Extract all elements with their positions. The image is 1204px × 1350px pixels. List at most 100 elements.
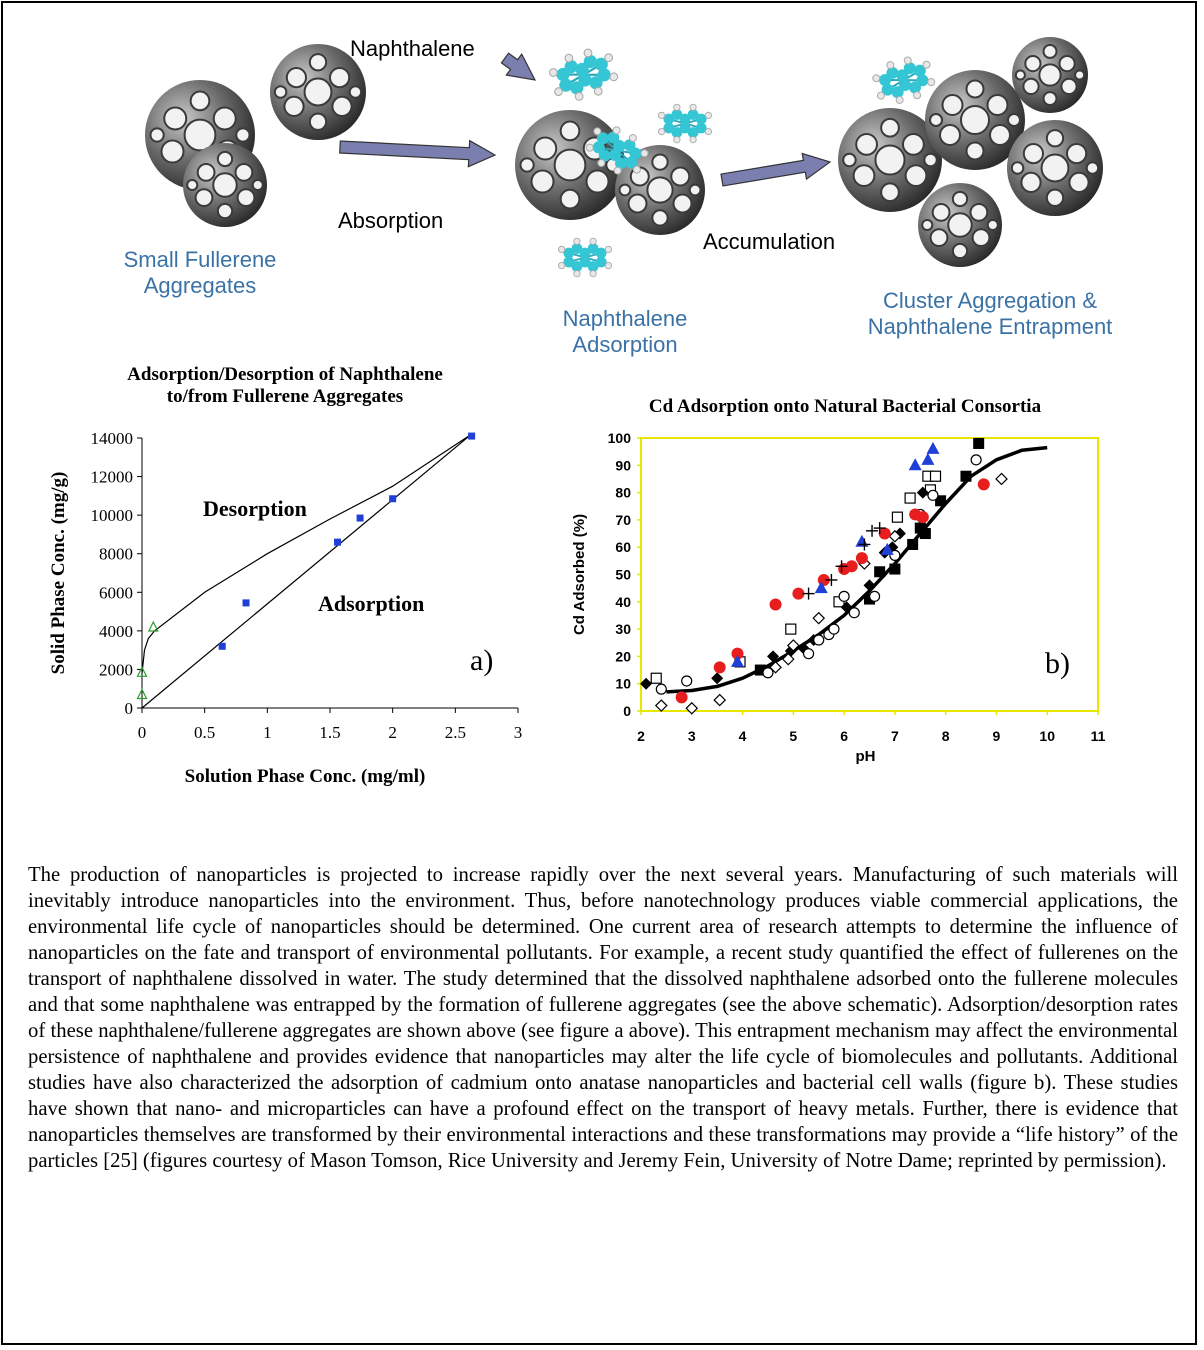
chart-b-x-tick-label: 3 (688, 728, 696, 744)
chart-b-y-tick-label: 50 (615, 567, 631, 583)
chart-b-point (880, 542, 894, 555)
stage2-line1: Naphthalene (562, 306, 688, 331)
chart-a-point (242, 599, 250, 607)
chart-a-point (356, 514, 364, 522)
chart-b-point (711, 672, 724, 685)
chart-a-y-tick-label: 2000 (99, 660, 133, 679)
chart-b-y-tick-label: 80 (615, 485, 631, 501)
chart-b-point (845, 560, 858, 573)
chart-a-point (468, 432, 476, 440)
chart-a-curve-adsorption (141, 433, 472, 709)
chart-a-point (218, 642, 226, 650)
chart-b-point (855, 534, 869, 547)
chart-b-point (792, 587, 805, 600)
chart-b-svg: Cd Adsorption onto Natural Bacterial Con… (571, 396, 1106, 765)
chart-a: Adsorption/Desorption of Naphthalene to/f… (20, 358, 550, 798)
fullerene-ball (183, 143, 267, 227)
chart-b-point (855, 552, 868, 565)
chart-b-point (864, 593, 875, 605)
chart-b-y-tick-label: 70 (615, 512, 631, 528)
chart-b-point (889, 563, 901, 575)
chart-b-point (866, 524, 879, 537)
stage1-line2: Aggregates (143, 273, 257, 298)
stage2-line2: Adsorption (572, 332, 678, 357)
chart-b-point (802, 648, 815, 660)
arrow-naphthalene (500, 52, 537, 81)
chart-b-point (878, 527, 891, 540)
naphthalene-molecule (872, 56, 936, 104)
stage2-label: Naphthalene Adsorption (515, 306, 735, 358)
chart-b-point (640, 677, 653, 690)
chart-b-point (970, 454, 982, 466)
chart-a-x-tick-label: 2.5 (445, 723, 466, 742)
chart-b-x-tick-label: 10 (1039, 728, 1055, 744)
chart-a-y-tick-label: 4000 (99, 622, 133, 641)
chart-a-point (136, 665, 148, 677)
schematic-graphic (145, 37, 1103, 278)
chart-b-point (973, 437, 985, 449)
chart-b-point (781, 652, 795, 666)
fullerene-ball (918, 183, 1002, 267)
chart-a-desorption-annotation: Desorption (203, 496, 307, 521)
accumulation-label: Accumulation (703, 229, 836, 254)
chart-a-x-tick-label: 1.5 (319, 723, 340, 742)
chart-a-y-label: Solid Phase Conc. (mg/g) (48, 472, 69, 675)
chart-b-point (650, 672, 662, 684)
chart-b-point (929, 470, 942, 482)
naphthalene-label: Naphthalene (350, 36, 475, 61)
chart-b-point (848, 607, 860, 619)
chart-a-point (147, 620, 159, 632)
chart-b-point (838, 590, 850, 602)
chart-b-title: Cd Adsorption onto Natural Bacterial Con… (649, 396, 1042, 417)
chart-b-point (814, 581, 828, 594)
naphthalene-molecule (557, 237, 613, 278)
chart-a-point (389, 495, 397, 503)
chart-a-x-tick-label: 1 (263, 723, 272, 742)
chart-b-y-tick-label: 90 (615, 457, 631, 473)
chart-b-plot-frame (640, 437, 1099, 712)
chart-b-point (654, 699, 668, 712)
arrow-accumulation (720, 152, 832, 187)
chart-a-panel-label: a) (470, 644, 493, 677)
chart-b-point (863, 579, 876, 592)
chart-b-point (655, 683, 667, 695)
chart-b-point (960, 470, 972, 482)
chart-b-point (874, 566, 886, 578)
chart-b-point (888, 529, 902, 543)
chart-a-svg: Adsorption/Desorption of Naphthaleneto/f… (48, 364, 522, 787)
chart-b-point (916, 486, 929, 499)
chart-b-point (825, 573, 838, 586)
chart-b-x-tick-label: 11 (1091, 728, 1106, 744)
chart-b-point (767, 650, 780, 663)
chart-a-title-line2: to/from Fullerene Aggregates (167, 386, 403, 407)
chart-b-x-tick-label: 8 (942, 728, 950, 744)
chart-b-point (730, 654, 744, 667)
absorption-label: Absorption (338, 208, 444, 233)
chart-b-x-tick-label: 2 (637, 728, 645, 744)
chart-b-point (858, 538, 871, 551)
fullerene-ball (1012, 37, 1088, 113)
chart-b-point (812, 611, 826, 625)
chart-a-point (334, 538, 342, 546)
chart-b-point (835, 560, 848, 573)
chart-b-point (713, 693, 727, 707)
chart-a-curve-desorption (141, 433, 472, 674)
naphthalene-molecule (548, 48, 619, 101)
chart-a-adsorption-annotation: Adsorption (318, 591, 424, 616)
chart-a-x-tick-label: 0.5 (194, 723, 215, 742)
fullerene-ball (270, 44, 366, 140)
chart-a-y-tick-label: 6000 (99, 583, 133, 602)
chart-a-x-tick-label: 2 (388, 723, 397, 742)
chart-a-y-tick-label: 8000 (99, 545, 133, 564)
stage1-label: Small Fullerene Aggregates (90, 247, 310, 299)
chart-b-point (977, 478, 990, 491)
chart-b-x-tick-label: 6 (840, 728, 848, 744)
chart-b-point (914, 522, 926, 534)
chart-b-point (813, 634, 825, 646)
chart-b-y-tick-label: 60 (615, 539, 631, 555)
chart-a-title-line1: Adsorption/Desorption of Naphthalene (127, 364, 443, 385)
fullerene-ball (1007, 120, 1103, 216)
chart-b-point (908, 458, 922, 471)
chart-b-point (713, 661, 726, 674)
chart-b-point (904, 492, 916, 504)
